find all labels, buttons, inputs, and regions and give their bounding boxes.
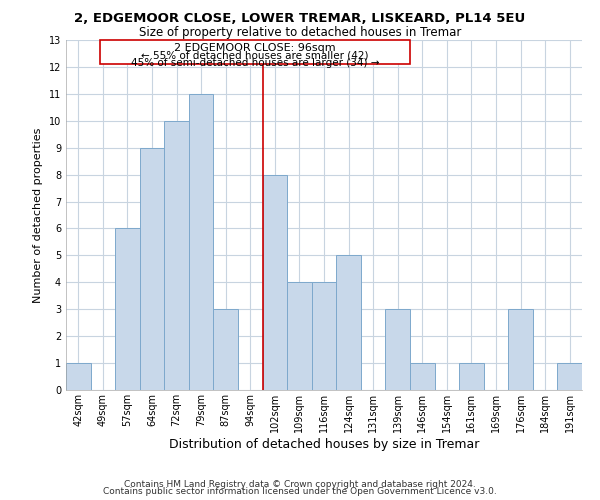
Bar: [115, 228, 140, 390]
Text: 45% of semi-detached houses are larger (34) →: 45% of semi-detached houses are larger (…: [131, 58, 379, 68]
Bar: [214, 309, 238, 390]
FancyBboxPatch shape: [100, 40, 410, 64]
Bar: [385, 309, 410, 390]
Bar: [164, 121, 189, 390]
Text: Size of property relative to detached houses in Tremar: Size of property relative to detached ho…: [139, 26, 461, 39]
Bar: [508, 309, 533, 390]
Y-axis label: Number of detached properties: Number of detached properties: [33, 128, 43, 302]
Bar: [459, 363, 484, 390]
Bar: [66, 363, 91, 390]
X-axis label: Distribution of detached houses by size in Tremar: Distribution of detached houses by size …: [169, 438, 479, 450]
Bar: [263, 174, 287, 390]
Bar: [557, 363, 582, 390]
Text: ← 55% of detached houses are smaller (42): ← 55% of detached houses are smaller (42…: [142, 51, 369, 61]
Bar: [189, 94, 214, 390]
Bar: [287, 282, 312, 390]
Text: Contains public sector information licensed under the Open Government Licence v3: Contains public sector information licen…: [103, 488, 497, 496]
Bar: [312, 282, 336, 390]
Text: 2, EDGEMOOR CLOSE, LOWER TREMAR, LISKEARD, PL14 5EU: 2, EDGEMOOR CLOSE, LOWER TREMAR, LISKEAR…: [74, 12, 526, 26]
Bar: [410, 363, 434, 390]
Text: Contains HM Land Registry data © Crown copyright and database right 2024.: Contains HM Land Registry data © Crown c…: [124, 480, 476, 489]
Text: 2 EDGEMOOR CLOSE: 96sqm: 2 EDGEMOOR CLOSE: 96sqm: [175, 43, 336, 53]
Bar: [140, 148, 164, 390]
Bar: [336, 256, 361, 390]
